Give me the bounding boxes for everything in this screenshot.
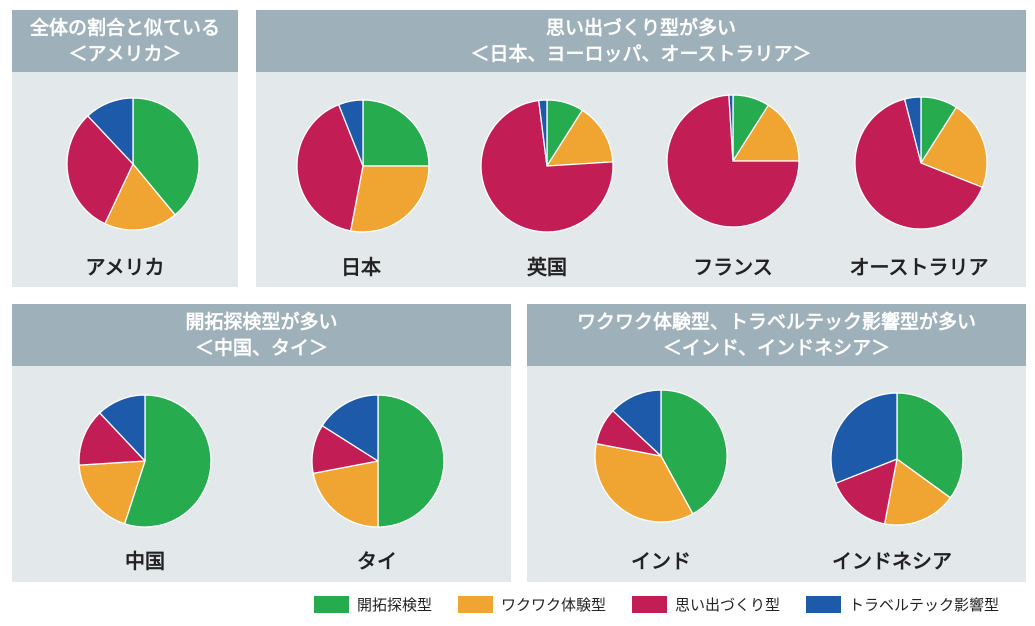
pie-label-india: インド xyxy=(631,549,691,573)
pie-slice-kaitaku xyxy=(362,99,430,167)
pie-slice-wakuwaku xyxy=(78,460,146,525)
legend-item-travel: トラベルテック影響型 xyxy=(806,594,999,615)
pie-slice-travel xyxy=(99,394,146,462)
pie-slice-wakuwaku xyxy=(546,109,614,167)
pie-chart-uk xyxy=(480,99,614,233)
pie-chart-china xyxy=(78,394,212,528)
panel-memory-header: 思い出づくり型が多い ＜日本、ヨーロッパ、オーストラリア＞ xyxy=(256,10,1026,72)
pie-slice-kaitaku xyxy=(896,392,964,499)
pie-slice-travel xyxy=(338,99,364,167)
panel-usa: 全体の割合と似ている ＜アメリカ＞ xyxy=(12,10,238,287)
panel-usa-subtitle: ＜アメリカ＞ xyxy=(68,43,182,65)
pie-slice-wakuwaku xyxy=(920,106,988,188)
legend-item-omoide: 思い出づくり型 xyxy=(632,594,780,615)
pie-chart-australia xyxy=(854,96,988,230)
panel-memory-title: 思い出づくり型が多い xyxy=(545,17,736,39)
pie-slice-travel xyxy=(612,389,662,457)
pie-slice-wakuwaku xyxy=(312,460,379,528)
pie-slice-wakuwaku xyxy=(883,458,952,526)
pie-slice-omoide xyxy=(78,412,146,466)
pie-slice-kaitaku xyxy=(123,394,212,528)
legend-swatch-omoide xyxy=(632,596,668,613)
pie-slice-wakuwaku xyxy=(732,104,800,162)
pie-slice-travel xyxy=(87,97,134,165)
pie-chart-india xyxy=(594,389,728,523)
pie-slice-kaitaku xyxy=(377,394,445,528)
pie-slice-kaitaku xyxy=(132,97,200,216)
legend-item-kaitaku: 開拓探検型 xyxy=(314,594,432,615)
panel-usa-header: 全体の割合と似ている ＜アメリカ＞ xyxy=(12,10,238,72)
panel-exciting-subtitle: ＜インド、インドネシア＞ xyxy=(662,337,891,359)
pie-slice-travel xyxy=(903,96,922,164)
pie-label-thailand: タイ xyxy=(357,549,397,573)
panel-exciting-header: ワクワク体験型、トラベルテック影響型が多い ＜インド、インドネシア＞ xyxy=(527,304,1026,366)
legend-swatch-travel xyxy=(806,596,842,613)
pie-slice-travel xyxy=(321,394,379,462)
pie-chart-usa xyxy=(66,97,200,231)
pie-slice-travel xyxy=(538,99,548,167)
pie-label-usa: アメリカ xyxy=(85,255,165,279)
panel-exciting-title: ワクワク体験型、トラベルテック影響型が多い xyxy=(576,311,976,333)
legend-label-kaitaku: 開拓探検型 xyxy=(357,596,433,614)
legend-item-wakuwaku: ワクワク体験型 xyxy=(458,594,606,615)
panel-explore-header: 開拓探検型が多い ＜中国、タイ＞ xyxy=(12,304,511,366)
pie-chart-japan xyxy=(296,99,430,233)
pie-slice-omoide xyxy=(296,103,364,232)
pie-slice-omoide xyxy=(854,98,984,230)
pie-label-china: 中国 xyxy=(125,549,165,573)
pie-slice-travel xyxy=(830,392,898,484)
pie-label-uk: 英国 xyxy=(527,255,567,279)
pie-chart-france xyxy=(666,94,800,228)
panel-memory-subtitle: ＜日本、ヨーロッパ、オーストラリア＞ xyxy=(470,43,812,65)
legend: 開拓探検型 ワクワク体験型 思い出づくり型 トラベルテック影響型 xyxy=(314,594,999,615)
legend-label-travel: トラベルテック影響型 xyxy=(849,596,1000,614)
panel-explore-title: 開拓探検型が多い xyxy=(185,311,338,333)
panel-usa-title: 全体の割合と似ている xyxy=(29,17,220,39)
pie-slice-kaitaku xyxy=(660,389,728,515)
pie-slice-wakuwaku xyxy=(349,165,430,233)
pie-slice-travel xyxy=(728,94,734,162)
legend-swatch-wakuwaku xyxy=(458,596,494,613)
pie-label-australia: オーストラリア xyxy=(849,255,989,279)
pie-chart-thailand xyxy=(311,394,445,528)
legend-label-omoide: 思い出づくり型 xyxy=(675,596,781,614)
pie-chart-indonesia xyxy=(830,392,964,526)
pie-slice-wakuwaku xyxy=(104,163,176,231)
panel-explore-subtitle: ＜中国、タイ＞ xyxy=(194,337,328,359)
pie-slice-omoide xyxy=(66,115,134,225)
legend-label-wakuwaku: ワクワク体験型 xyxy=(501,596,607,614)
pie-slice-wakuwaku xyxy=(594,442,694,523)
pie-label-indonesia: インドネシア xyxy=(832,549,952,573)
legend-swatch-kaitaku xyxy=(314,596,349,613)
pie-label-japan: 日本 xyxy=(341,255,381,279)
pie-slice-omoide xyxy=(834,458,898,525)
pie-label-france: フランス xyxy=(693,255,773,279)
